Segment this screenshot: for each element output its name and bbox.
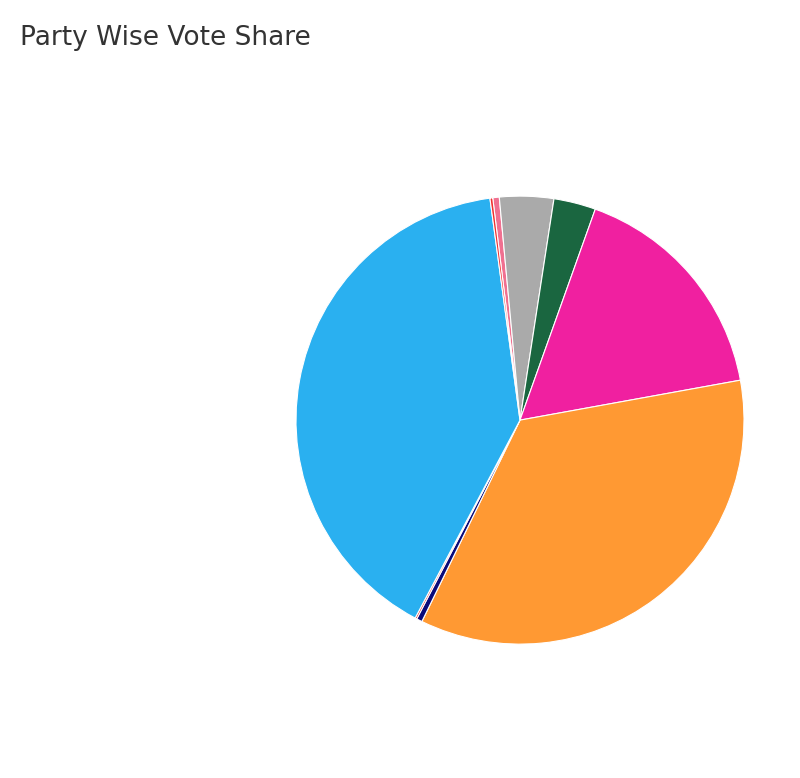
Wedge shape	[499, 196, 554, 420]
Wedge shape	[415, 420, 520, 619]
Wedge shape	[296, 198, 520, 618]
Wedge shape	[493, 197, 520, 420]
Wedge shape	[422, 380, 744, 644]
Wedge shape	[490, 198, 520, 420]
Wedge shape	[520, 209, 741, 420]
Wedge shape	[520, 198, 595, 420]
Text: Party Wise Vote Share: Party Wise Vote Share	[20, 26, 310, 51]
Wedge shape	[417, 420, 520, 622]
